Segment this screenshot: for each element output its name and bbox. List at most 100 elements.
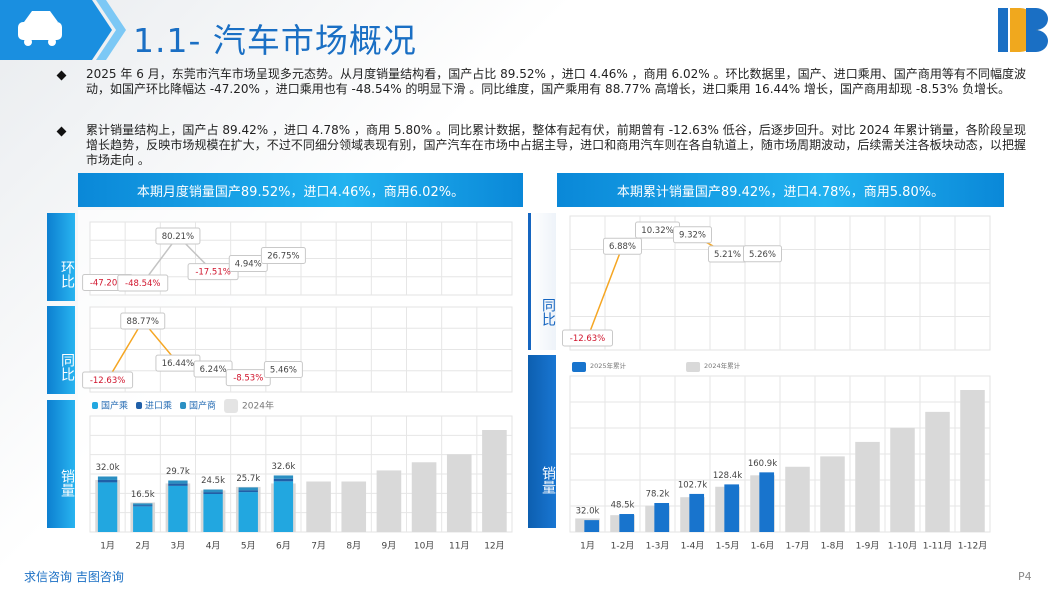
data-label: 5.46% bbox=[270, 365, 297, 375]
x-tick-label: 12月 bbox=[484, 541, 504, 552]
data-label: 24.5k bbox=[201, 476, 225, 486]
bar-segment bbox=[133, 503, 153, 506]
bar bbox=[855, 441, 880, 532]
bar-segment bbox=[273, 475, 294, 479]
legend-label: 2025年累计 bbox=[590, 361, 627, 370]
data-label: 102.7k bbox=[678, 480, 707, 490]
legend-swatch bbox=[180, 402, 187, 409]
bar bbox=[689, 493, 705, 532]
title: 1.1- 汽车市场概况 bbox=[133, 21, 417, 60]
bar bbox=[759, 472, 775, 532]
legend-swatch bbox=[572, 362, 586, 372]
bar bbox=[482, 430, 507, 532]
bullet-text: 2025 年 6 月，东莞市汽车市场呈现多元态势。从月度销量结构看，国产占比 8… bbox=[86, 67, 1026, 96]
data-label: 88.77% bbox=[127, 317, 159, 327]
x-tick-label: 1-10月 bbox=[888, 541, 917, 552]
x-tick-label: 1-9月 bbox=[856, 541, 880, 552]
bar bbox=[376, 470, 402, 532]
bar-segment bbox=[133, 505, 153, 507]
legend-swatch bbox=[686, 362, 701, 372]
data-label: 16.5k bbox=[131, 490, 155, 500]
data-label: 5.21% bbox=[714, 250, 741, 260]
x-tick-label: 1-7月 bbox=[786, 541, 810, 552]
x-tick-label: 1月 bbox=[580, 541, 595, 552]
bar bbox=[785, 466, 810, 532]
x-tick-label: 10月 bbox=[414, 541, 434, 552]
bar-segment bbox=[133, 506, 153, 532]
x-tick-label: 4月 bbox=[206, 541, 221, 552]
x-tick-label: 1-8月 bbox=[821, 541, 845, 552]
data-label: 5.26% bbox=[749, 250, 776, 260]
legend-swatch bbox=[224, 399, 239, 413]
data-label: 32.6k bbox=[271, 462, 295, 472]
bar-segment bbox=[97, 476, 118, 480]
data-label: 128.4k bbox=[713, 471, 742, 481]
bar-segment bbox=[168, 480, 188, 484]
x-tick-label: 1-12月 bbox=[958, 541, 987, 552]
bar bbox=[890, 427, 915, 532]
bar bbox=[584, 520, 600, 532]
label-box bbox=[562, 329, 613, 347]
x-tick-label: 8月 bbox=[346, 541, 361, 552]
x-tick-label: 9月 bbox=[382, 541, 397, 552]
label-box bbox=[673, 226, 712, 244]
bar-segment bbox=[97, 479, 118, 483]
x-tick-label: 1-5月 bbox=[716, 541, 740, 552]
data-label: 80.21% bbox=[162, 232, 194, 242]
bullet-text: 累计销量结构上，国产占 89.42% ，进口 4.78% ，商用 5.80% 。… bbox=[86, 123, 1026, 167]
data-label: 78.2k bbox=[646, 490, 670, 500]
legend-label: 国产乘 bbox=[101, 400, 128, 412]
bar bbox=[619, 514, 635, 532]
x-tick-label: 1-3月 bbox=[646, 541, 670, 552]
data-label: 4.94% bbox=[235, 259, 262, 269]
side-label: 销量 bbox=[528, 355, 556, 528]
x-tick-label: 5月 bbox=[241, 541, 256, 552]
bar bbox=[341, 481, 367, 532]
banner-text: 本期累计销量国产89.42%，进口4.78%，商用5.80%。 bbox=[616, 184, 945, 200]
x-tick-label: 2月 bbox=[135, 541, 150, 552]
data-label: 26.75% bbox=[267, 252, 299, 262]
x-tick-label: 1-11月 bbox=[923, 541, 952, 552]
label-box bbox=[120, 312, 166, 330]
side-label: 同比 bbox=[528, 213, 556, 350]
header-chevron bbox=[96, 0, 126, 60]
x-tick-label: 6月 bbox=[276, 541, 291, 552]
data-label: 48.5k bbox=[611, 501, 635, 511]
data-label: -12.63% bbox=[570, 334, 605, 344]
x-tick-label: 1-2月 bbox=[611, 541, 635, 552]
data-label: 25.7k bbox=[236, 474, 260, 484]
label-box bbox=[603, 237, 642, 255]
x-tick-label: 7月 bbox=[311, 541, 326, 552]
data-label: -17.51% bbox=[195, 268, 230, 278]
bar bbox=[411, 462, 437, 532]
bar-segment bbox=[203, 492, 223, 495]
bar-segment bbox=[273, 481, 294, 532]
legend-label: 国产商 bbox=[189, 400, 216, 412]
bar bbox=[306, 481, 331, 532]
panel-banner: 本期月度销量国产89.52%，进口4.46%，商用6.02%。 bbox=[78, 173, 523, 207]
data-label: -48.54% bbox=[125, 279, 160, 289]
data-label: -12.63% bbox=[90, 376, 125, 386]
bar bbox=[960, 390, 985, 532]
bar-segment bbox=[238, 490, 258, 493]
x-tick-label: 11月 bbox=[449, 541, 469, 552]
x-tick-label: 1-4月 bbox=[681, 541, 705, 552]
panel-banner: 本期累计销量国产89.42%，进口4.78%，商用5.80%。 bbox=[557, 173, 1004, 207]
data-label: -47.20% bbox=[90, 279, 125, 289]
data-label: 6.24% bbox=[200, 365, 227, 375]
side-label: 销量 bbox=[47, 400, 75, 528]
bar bbox=[654, 503, 670, 532]
bar bbox=[820, 456, 845, 532]
data-label: 160.9k bbox=[748, 459, 777, 469]
footer-brand: 求信咨询 吉图咨询 bbox=[24, 570, 124, 584]
data-label: 29.7k bbox=[166, 467, 190, 477]
bar-segment bbox=[273, 478, 294, 482]
page-number: P4 bbox=[1018, 570, 1032, 583]
bar-segment bbox=[238, 487, 258, 491]
side-label: 环比 bbox=[47, 213, 75, 301]
label-box bbox=[263, 360, 303, 378]
legend-swatch bbox=[136, 402, 143, 409]
bar bbox=[724, 484, 740, 532]
